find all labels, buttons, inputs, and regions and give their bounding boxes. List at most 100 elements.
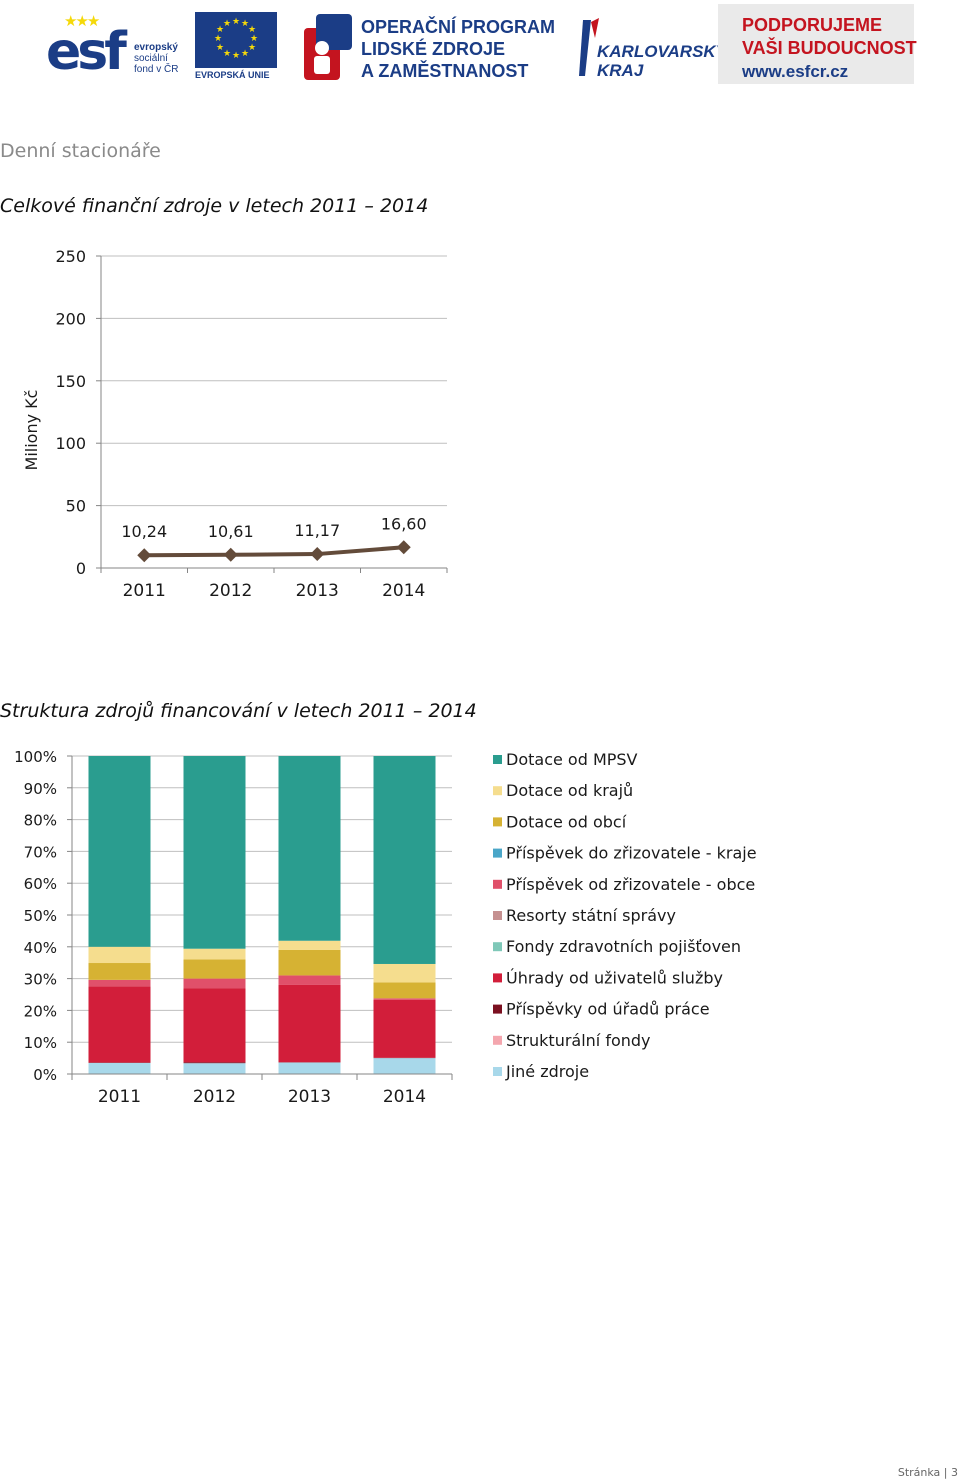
- chart2-legend-item: Příspěvek od zřizovatele - obce: [493, 875, 755, 894]
- chart2-legend-item: Jiné zdroje: [493, 1062, 589, 1081]
- chart1-data-point: [223, 547, 238, 562]
- chart1-data-label: 10,24: [121, 522, 167, 541]
- chart1-y-tick-label: 100: [55, 434, 86, 453]
- chart1-data-labels: 10,24 10,61 11,17 16,60: [121, 514, 426, 541]
- karlovarsky-kraj-mark-icon: [579, 18, 599, 76]
- chart2-y-tick-labels: 0% 10% 20% 30% 40% 50% 60% 70% 80% 90% 100%: [14, 748, 57, 1084]
- svg-text:★: ★: [248, 25, 256, 35]
- chart2-axes: [67, 755, 453, 1080]
- kv-line2: KRAJ: [597, 61, 644, 80]
- chart2-legend-label: Dotace od MPSV: [506, 750, 638, 769]
- chart2-legend: Dotace od MPSV Dotace od krajů Dotace od o…: [493, 750, 757, 1081]
- chart2-legend-swatch: [493, 973, 502, 983]
- kv-line1: KARLOVARSKÝ: [597, 42, 728, 61]
- chart2-legend-label: Příspěvek do zřizovatele - kraje: [506, 844, 757, 863]
- chart2-bar-segment: [88, 986, 151, 1063]
- chart2-legend-label: Příspěvek od zřizovatele - obce: [506, 875, 755, 894]
- chart2-legend-swatch: [493, 942, 502, 952]
- op-line3: A ZAMĚSTNANOST: [361, 61, 529, 81]
- chart2-legend-swatch: [493, 848, 502, 858]
- chart2-y-tick-label: 30%: [24, 971, 57, 989]
- chart1-axes: [96, 255, 448, 573]
- chart2-bar-segment: [278, 756, 341, 941]
- slogan-url: www.esfcr.cz: [742, 62, 849, 81]
- chart2-y-tick-label: 60%: [24, 875, 57, 893]
- chart2-legend-label: Resorty státní správy: [506, 906, 676, 925]
- svg-text:★: ★: [216, 43, 224, 53]
- chart2-bar-segment: [183, 1062, 246, 1064]
- chart2-y-tick-label: 50%: [24, 907, 57, 925]
- chart2-bar-segment: [278, 1062, 341, 1074]
- chart2-x-tick-labels: 2011 2012 2013 2014: [98, 1087, 426, 1107]
- chart2-bar-segment: [88, 963, 151, 980]
- esf-caption-line2: sociální: [134, 53, 168, 64]
- chart1-y-tick-label: 50: [66, 497, 86, 516]
- chart2-legend-item: Příspěvek do zřizovatele - kraje: [493, 844, 757, 863]
- karlovarsky-kraj-text: KARLOVARSKÝ KRAJ: [597, 42, 727, 80]
- chart1-data-point: [396, 540, 411, 555]
- svg-text:★: ★: [223, 19, 231, 29]
- chart2-legend-swatch: [493, 1004, 502, 1014]
- chart2-legend-item: Dotace od MPSV: [493, 750, 638, 769]
- chart2-legend-label: Dotace od obcí: [506, 812, 627, 831]
- chart1-data-label: 10,61: [208, 522, 254, 541]
- chart2-bar-segment: [373, 998, 436, 1000]
- chart2-bar-segment: [373, 756, 436, 964]
- chart1-x-tick-label: 2012: [209, 581, 252, 601]
- esf-logo-letters: esf: [46, 22, 127, 82]
- slogan-line1: PODPORUJEME: [742, 15, 883, 35]
- chart1-gridlines: [101, 255, 447, 507]
- chart2-legend-label: Jiné zdroje: [505, 1062, 589, 1081]
- chart2-bar-segment: [278, 975, 341, 985]
- chart2-bar-segment: [88, 1062, 151, 1074]
- chart2-legend-item: Úhrady od uživatelů služby: [493, 968, 723, 987]
- esf-logo-caption: evropský sociální fond v ČR: [134, 42, 178, 75]
- chart2-legend-swatch: [493, 1067, 502, 1076]
- chart2-bar-segment: [88, 979, 151, 987]
- chart2-legend-swatch: [493, 879, 502, 889]
- eu-caption: EVROPSKÁ UNIE: [195, 70, 270, 80]
- chart1-series-line: [144, 545, 404, 558]
- chart2-bar-segment: [183, 978, 246, 989]
- chart2-y-tick-label: 40%: [24, 939, 57, 957]
- page-footer: Stránka | 3: [897, 1466, 958, 1479]
- chart1-x-tick-labels: 2011 2012 2013 2014: [123, 581, 426, 601]
- chart2-bar-segment: [183, 959, 246, 979]
- op-line1: OPERAČNÍ PROGRAM: [361, 17, 556, 37]
- svg-text:★: ★: [248, 43, 256, 53]
- chart2-legend-label: Fondy zdravotních pojišťoven: [506, 937, 741, 956]
- chart2-legend-label: Strukturální fondy: [506, 1031, 651, 1050]
- chart1-data-point: [310, 547, 325, 562]
- chart2-x-tick-label: 2011: [98, 1087, 141, 1107]
- section-heading: Denní stacionáře: [0, 140, 161, 162]
- slogan-line2: VAŠI BUDOUCNOST: [742, 38, 917, 58]
- chart2-bar-segment: [278, 949, 341, 976]
- chart2-legend-item: Fondy zdravotních pojišťoven: [493, 937, 741, 956]
- esf-stars-icon: ★★★: [64, 12, 100, 30]
- chart1-x-tick-label: 2011: [123, 581, 166, 601]
- chart2-legend-label: Příspěvky od úřadů práce: [506, 1000, 710, 1019]
- esf-caption-line3: fond v ČR: [134, 64, 179, 75]
- chart2-legend-item: Strukturální fondy: [493, 1031, 651, 1050]
- chart2-y-tick-label: 10%: [24, 1034, 57, 1052]
- chart2-legend-label: Dotace od krajů: [506, 781, 633, 800]
- svg-text:★: ★: [223, 49, 231, 59]
- chart1-y-tick-label: 200: [55, 309, 86, 328]
- op-lzz-text: OPERAČNÍ PROGRAM LIDSKÉ ZDROJE A ZAMĚSTN…: [361, 16, 555, 82]
- slogan-text: PODPORUJEME VAŠI BUDOUCNOST: [742, 14, 917, 60]
- header-logo-bar: ★★★ esf evropský sociální fond v ČR ★ ★ ★ …: [0, 0, 960, 100]
- chart2-legend-swatch: [493, 755, 502, 764]
- chart2-bars: [88, 756, 436, 1074]
- chart2-legend-item: Resorty státní správy: [493, 906, 676, 925]
- chart2-legend-swatch: [493, 786, 502, 796]
- chart2-bar-segment: [183, 756, 246, 949]
- chart2-bar-segment: [278, 940, 341, 950]
- chart1-y-tick-label: 250: [55, 247, 86, 266]
- svg-text:★: ★: [232, 51, 240, 61]
- chart1-y-tick-label: 150: [55, 372, 86, 391]
- chart2-y-tick-label: 20%: [24, 1002, 57, 1020]
- slogan-banner: PODPORUJEME VAŠI BUDOUCNOST www.esfcr.cz: [718, 4, 917, 84]
- chart2-x-tick-label: 2014: [383, 1087, 426, 1107]
- chart2-legend-swatch: [493, 1035, 502, 1045]
- eu-flag-icon: ★ ★ ★ ★ ★ ★ ★ ★ ★ ★ ★ ★: [195, 12, 277, 68]
